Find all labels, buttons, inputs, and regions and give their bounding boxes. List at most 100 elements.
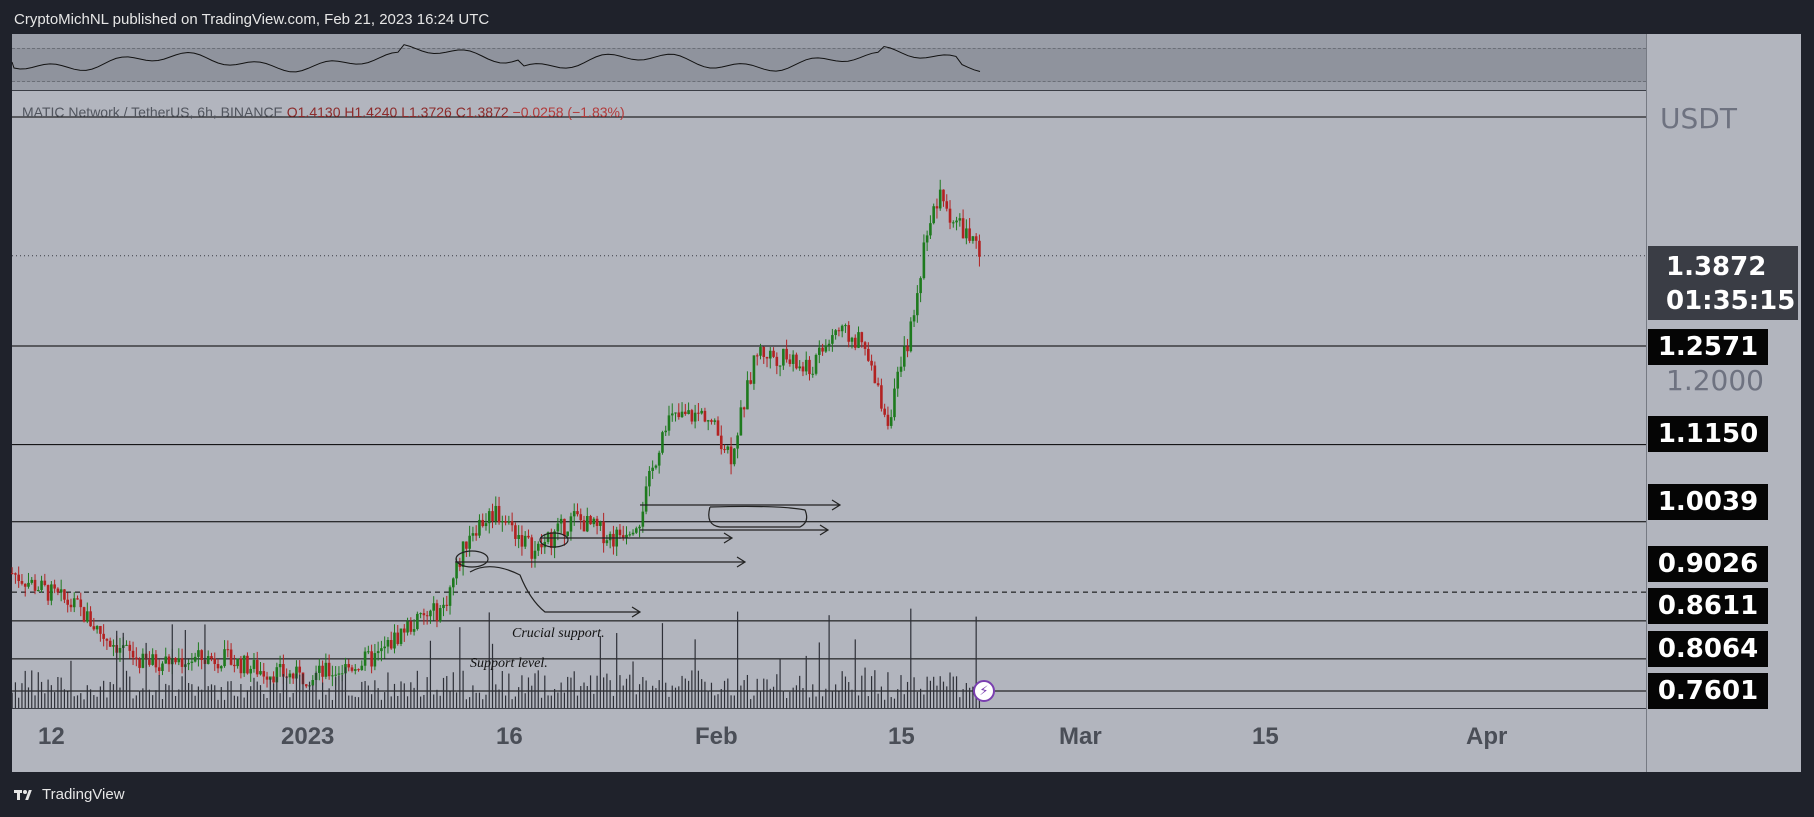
volume-bar-103	[348, 695, 350, 708]
candle-body-57	[197, 650, 200, 657]
time-axis[interactable]	[12, 708, 1646, 773]
volume-bar-287	[949, 672, 951, 708]
candle-body-151	[504, 521, 507, 523]
candle-body-287	[948, 208, 952, 223]
level-label-1-2571: 1.2571	[1648, 329, 1768, 365]
candle-body-254	[840, 325, 844, 332]
volume-bar-0	[11, 692, 13, 708]
candle-body-11	[46, 585, 50, 601]
candle-body-184	[612, 533, 615, 547]
volume-bar-2	[18, 697, 20, 708]
volume-bar-258	[854, 639, 856, 708]
candle-body-72	[246, 655, 249, 674]
symbol-legend: MATIC Network / TetherUS, 6h, BINANCE O1…	[22, 104, 625, 120]
volume-bar-59	[204, 624, 206, 708]
candle-body-210	[697, 412, 700, 414]
candle-body-226	[749, 380, 752, 384]
volume-bar-128	[429, 640, 432, 708]
volume-bar-296	[978, 696, 981, 708]
tradingview-logo-icon	[14, 788, 36, 802]
volume-bar-286	[946, 686, 948, 708]
candle-body-159	[530, 537, 534, 559]
candle-body-99	[334, 674, 337, 676]
candle-body-127	[425, 615, 429, 617]
volume-bar-83	[282, 673, 284, 708]
volume-bar-161	[537, 670, 539, 708]
volume-bar-181	[603, 677, 605, 708]
candle-body-276	[912, 315, 916, 322]
candle-body-167	[556, 523, 560, 532]
candle-body-62	[213, 658, 217, 665]
time-tick-apr: Apr	[1466, 723, 1508, 750]
volume-bar-226	[750, 699, 752, 708]
volume-bar-213	[707, 690, 709, 708]
volume-bar-162	[540, 697, 543, 708]
candle-body-108	[363, 651, 367, 666]
volume-bar-121	[406, 696, 409, 708]
volume-bar-262	[867, 696, 869, 708]
candle-body-78	[265, 676, 269, 680]
volume-bar-255	[844, 676, 847, 708]
candle-body-233	[772, 350, 775, 357]
candle-body-113	[380, 648, 383, 652]
volume-bar-259	[857, 695, 860, 708]
candle-body-35	[125, 644, 128, 646]
candle-body-243	[804, 359, 808, 372]
volume-bar-55	[191, 684, 193, 708]
candle-body-107	[360, 665, 364, 671]
volume-bar-144	[482, 699, 484, 708]
candle-body-138	[461, 541, 465, 567]
candle-body-290	[958, 218, 962, 221]
volume-bar-112	[377, 688, 379, 708]
volume-bar-150	[501, 671, 503, 708]
candle-body-251	[831, 335, 834, 344]
volume-bar-65	[223, 699, 226, 708]
flash-icon[interactable]: ⚡	[973, 680, 995, 702]
candle-body-28	[102, 633, 105, 639]
candle-body-166	[553, 531, 556, 548]
level-label-0-8064: 0.8064	[1648, 631, 1768, 667]
candle-body-158	[527, 535, 530, 538]
candle-body-209	[693, 412, 697, 422]
candle-body-86	[291, 673, 295, 679]
rsi-pane	[12, 34, 1646, 91]
volume-bar-210	[697, 670, 699, 708]
candle-body-123	[412, 629, 416, 632]
volume-bar-253	[838, 691, 840, 708]
volume-bar-68	[233, 695, 235, 708]
volume-bar-4	[24, 670, 26, 708]
volume-bar-132	[442, 677, 445, 708]
candle-body-3	[20, 581, 24, 584]
candle-body-227	[752, 355, 756, 384]
candle-body-258	[853, 337, 857, 348]
volume-bar-120	[403, 683, 405, 708]
volume-bar-194	[645, 680, 647, 708]
annotation-arrow-3	[540, 532, 734, 544]
candle-body-24	[89, 611, 92, 627]
candle-body-234	[775, 356, 779, 366]
candle-body-76	[259, 671, 262, 675]
candle-body-18	[69, 604, 73, 608]
current-price-label: 1.3872 01:35:15	[1648, 246, 1798, 320]
candle-body-140	[468, 535, 471, 549]
candle-body-33	[118, 647, 122, 653]
candle-body-60	[206, 656, 210, 664]
volume-bar-174	[580, 686, 582, 708]
candle-body-283	[935, 206, 939, 209]
volume-bar-203	[674, 687, 677, 708]
candle-body-22	[82, 607, 86, 622]
volume-bar-173	[576, 695, 579, 708]
volume-bar-11	[47, 679, 49, 708]
candle-body-20	[76, 598, 79, 600]
candle-body-218	[723, 449, 726, 451]
volume-bar-14	[57, 677, 59, 708]
candle-body-0	[10, 573, 14, 575]
candle-body-284	[938, 189, 942, 209]
candle-body-195	[648, 470, 651, 487]
volume-bar-131	[439, 695, 441, 708]
candle-body-63	[216, 664, 220, 669]
candle-body-5	[27, 582, 30, 587]
candle-body-213	[706, 420, 710, 422]
candle-body-170	[566, 531, 569, 536]
